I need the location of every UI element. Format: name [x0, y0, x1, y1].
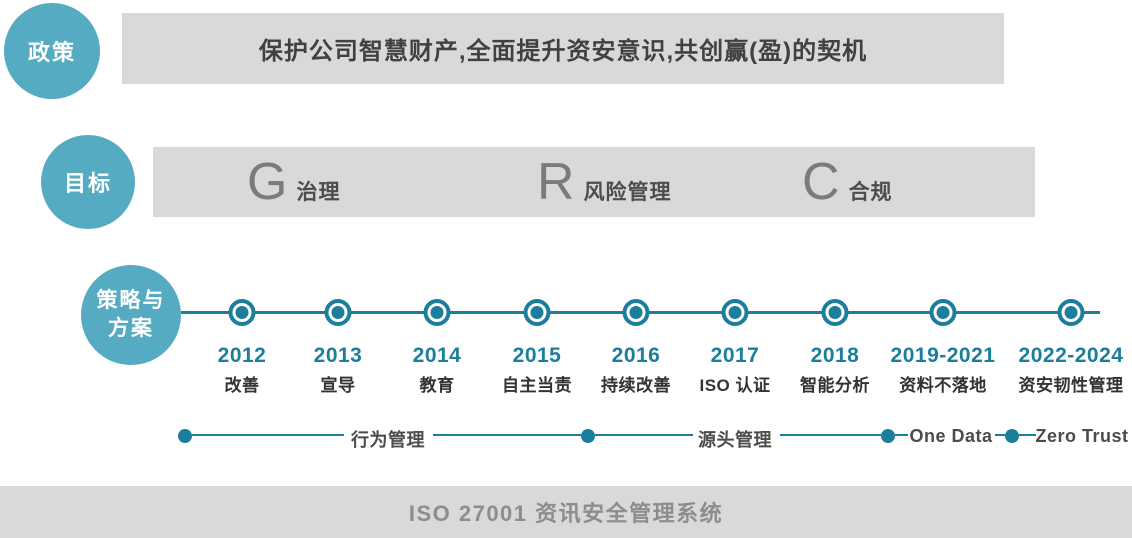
- timeline-year: 2013: [313, 344, 363, 367]
- timeline-label: 智能分析: [800, 376, 870, 395]
- grc-group-risk: R 风险管理: [537, 147, 672, 217]
- grc-letter-g: G: [247, 153, 288, 211]
- phase-line: [780, 434, 881, 436]
- timeline-label: 持续改善: [601, 376, 671, 395]
- grc-label-governance: 治理: [296, 181, 341, 204]
- timeline-node-dot: [1064, 306, 1078, 319]
- timeline-node-dot: [828, 306, 842, 319]
- timeline-label: 资安韧性管理: [1018, 376, 1124, 395]
- grc-letter-c: C: [802, 153, 840, 211]
- timeline-node-dot: [430, 306, 444, 319]
- timeline-year: 2022-2024: [1018, 344, 1124, 367]
- phase-label-zero-trust: Zero Trust: [1035, 426, 1129, 446]
- phase-dot-icon: [581, 429, 595, 443]
- phase-line: [433, 434, 581, 436]
- phase-dot-icon: [881, 429, 895, 443]
- phase-label-one-data: One Data: [909, 426, 993, 446]
- policy-badge: 政策: [4, 3, 100, 99]
- phase-label-behavior: 行为管理: [351, 430, 425, 450]
- timeline-node-2015-icon: [523, 299, 551, 326]
- timeline-node-2019-2021-icon: [929, 299, 957, 326]
- timeline-node-dot: [936, 306, 950, 319]
- strategy-badge-line2: 方案: [108, 317, 154, 340]
- phase-label-source: 源头管理: [698, 430, 772, 450]
- grc-letter-r: R: [537, 153, 575, 211]
- grc-label-risk: 风险管理: [583, 181, 672, 204]
- timeline-label: 自主当责: [502, 376, 572, 395]
- policy-banner-text: 保护公司智慧财产,全面提升资安意识,共创赢(盈)的契机: [258, 38, 868, 65]
- grc-group-governance: G 治理: [247, 147, 340, 217]
- timeline-year: 2019-2021: [890, 344, 996, 367]
- footer-banner: ISO 27001 资讯安全管理系统: [0, 486, 1132, 538]
- phase-line: [995, 434, 1005, 436]
- policy-banner: 保护公司智慧财产,全面提升资安意识,共创赢(盈)的契机: [122, 13, 1004, 84]
- phase-dot-icon: [1005, 429, 1019, 443]
- policy-badge-label: 政策: [27, 40, 76, 65]
- phase-line: [1019, 434, 1036, 436]
- strategy-badge: 策略与 方案: [81, 265, 181, 365]
- timeline-node-dot: [235, 306, 249, 319]
- timeline-year: 2012: [217, 344, 267, 367]
- timeline-node-2014-icon: [423, 299, 451, 326]
- timeline-node-dot: [629, 306, 643, 319]
- timeline-year: 2018: [810, 344, 860, 367]
- timeline-node-2017-icon: [721, 299, 749, 326]
- timeline-year: 2014: [412, 344, 462, 367]
- timeline-year: 2015: [512, 344, 562, 367]
- goal-badge-label: 目标: [63, 171, 112, 196]
- phase-line: [192, 434, 344, 436]
- phase-line: [895, 434, 908, 436]
- timeline-year: 2017: [710, 344, 760, 367]
- timeline-node-2013-icon: [324, 299, 352, 326]
- timeline-label: 改善: [224, 376, 260, 395]
- strategy-badge-line1: 策略与: [96, 289, 166, 312]
- timeline-label: ISO 认证: [699, 376, 771, 395]
- phase-line: [595, 434, 693, 436]
- timeline-node-2022-2024-icon: [1057, 299, 1085, 326]
- timeline-node-dot: [530, 306, 544, 319]
- timeline-node-dot: [728, 306, 742, 319]
- goal-badge: 目标: [41, 135, 135, 229]
- grc-group-compliance: C 合规: [802, 147, 893, 217]
- timeline-label: 教育: [419, 376, 455, 395]
- grc-label-compliance: 合规: [848, 181, 893, 204]
- phase-dot-icon: [178, 429, 192, 443]
- timeline-node-2018-icon: [821, 299, 849, 326]
- timeline-node-dot: [331, 306, 345, 319]
- timeline-node-2016-icon: [622, 299, 650, 326]
- timeline-node-2012-icon: [228, 299, 256, 326]
- footer-banner-text: ISO 27001 资讯安全管理系统: [408, 501, 724, 526]
- timeline-label: 宣导: [320, 376, 356, 395]
- goal-banner: [153, 147, 1035, 217]
- timeline-label: 资料不落地: [899, 376, 987, 395]
- timeline-year: 2016: [611, 344, 661, 367]
